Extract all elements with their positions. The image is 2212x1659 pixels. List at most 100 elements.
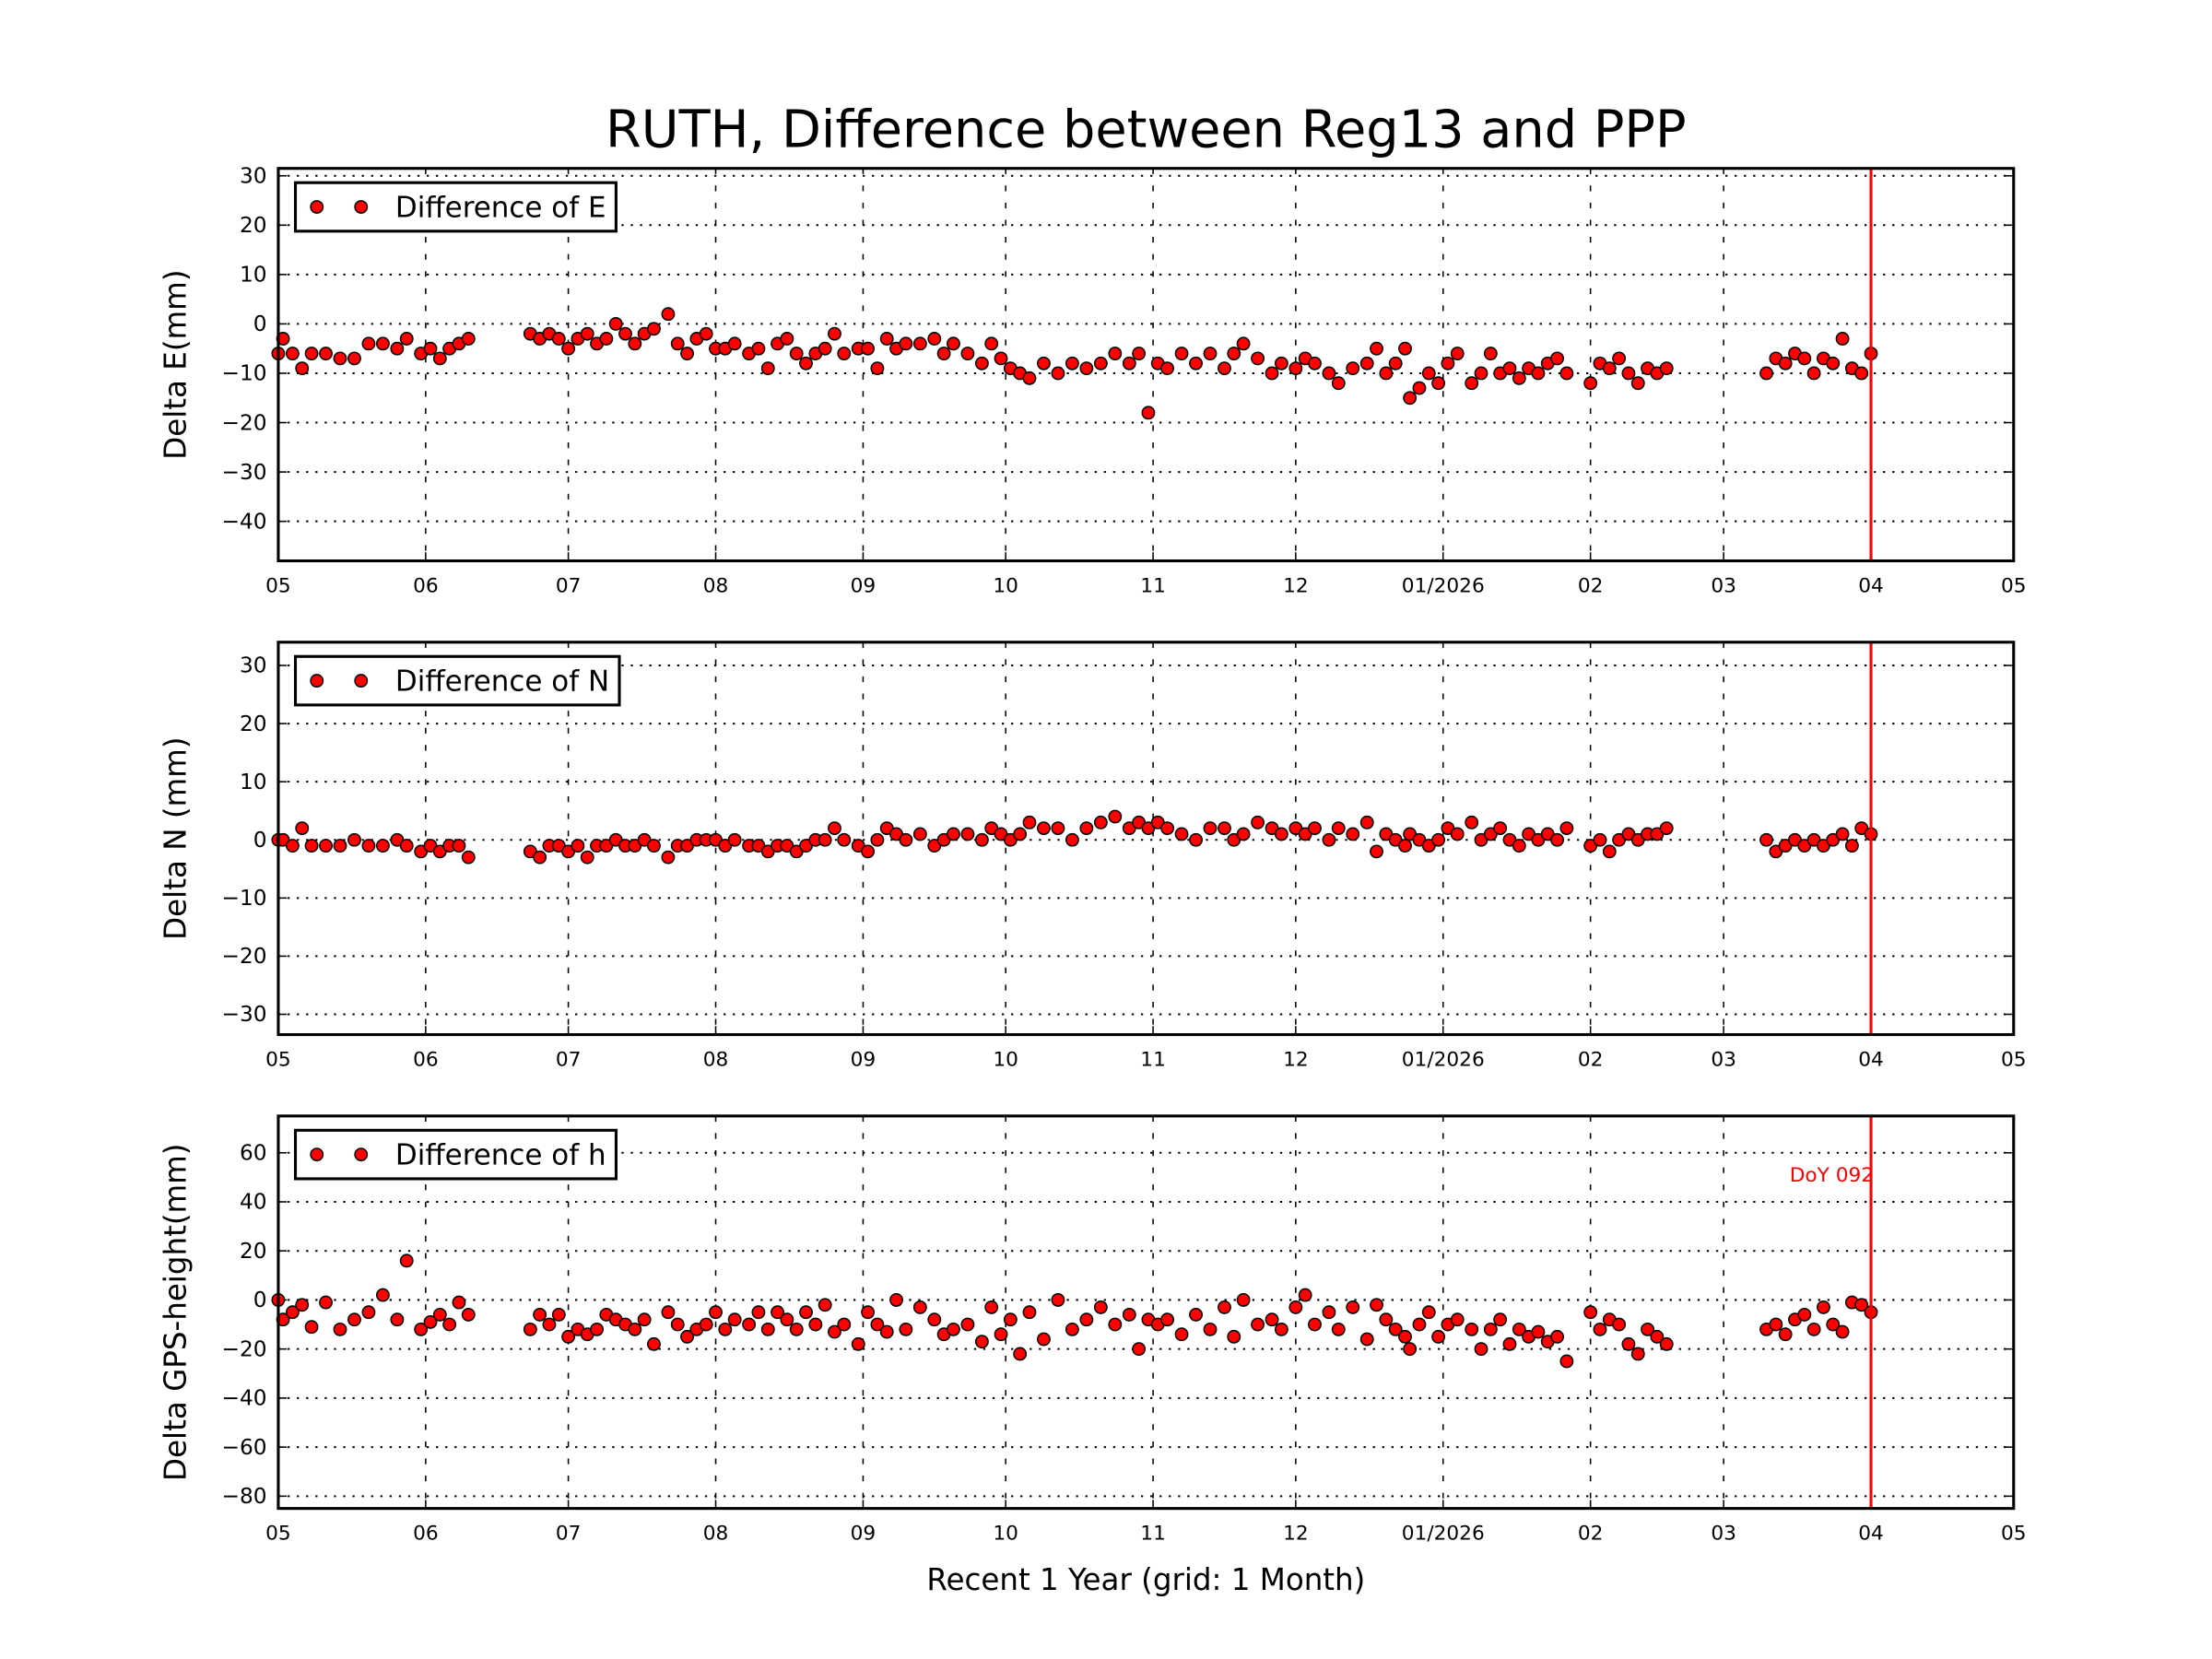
x-tick-label: 12 [1283,1049,1309,1072]
data-point [533,1307,547,1322]
data-point [561,341,576,356]
data-point [1218,821,1231,836]
data-point [1398,1329,1412,1344]
data-point [861,1305,876,1320]
data-point [1346,1300,1360,1314]
y-tick-label: 40 [240,1190,267,1215]
data-point [1450,827,1465,841]
data-point [1621,1336,1636,1351]
data-point [542,1317,557,1332]
data-point [399,839,414,853]
axes-frame [276,167,2016,563]
data-point [1065,832,1079,847]
data-point [319,839,333,853]
legend: Difference of E [293,181,618,233]
x-axis-label: Recent 1 Year (grid: 1 Month) [926,1562,1365,1597]
data-point [936,347,951,360]
axes-frame [276,641,2016,1037]
data-point [399,332,414,346]
data-point [1583,1305,1598,1320]
data-points [271,1253,1878,1369]
x-tick-label: 04 [1858,575,1884,598]
data-point [699,1317,713,1332]
y-tick-label: −30 [222,1002,267,1027]
data-point [1132,347,1147,360]
data-point [628,336,642,351]
data-point [1797,1307,1812,1322]
x-tick-label: 10 [993,1049,1018,1072]
data-point [1493,1312,1508,1327]
data-point [837,1317,852,1332]
marker-label: DoY 092 [1790,1164,1874,1187]
data-point [608,316,623,331]
legend-marker [354,1147,369,1162]
data-point [1265,366,1279,381]
legend-label: Difference of N [395,665,609,698]
data-point [1203,821,1218,836]
legend-marker [310,1147,324,1162]
legend-marker [310,200,324,214]
data-point [1559,366,1574,381]
data-point [637,1312,652,1327]
data-point [1421,1305,1436,1320]
x-tick-label: 07 [556,1049,582,1072]
legend: Difference of N [293,654,621,707]
x-tick-label: 07 [556,1523,582,1546]
y-tick-label: −20 [222,944,267,969]
data-point [818,832,832,847]
data-point [1141,406,1156,420]
data-point [361,336,376,351]
data-point [947,1322,960,1336]
data-point [837,347,852,360]
data-point [647,1336,661,1351]
data-point [974,356,989,371]
data-point [1421,366,1436,381]
data-point [861,341,876,356]
x-tick-label: 09 [851,1049,877,1072]
data-point [1203,347,1218,360]
panel-1: 30 20 10 0 −10 −20 −30 −40 05 06 07 08 09 10 11 12 01/20… [158,163,2026,597]
y-tick-label: −30 [222,460,267,485]
x-tick-label: 05 [2001,1049,2027,1072]
data-point [1483,1322,1498,1336]
data-point [1844,839,1859,853]
data-point [1826,356,1841,371]
data-point [1251,1317,1265,1332]
data-point [1108,809,1123,824]
data-point [571,839,585,853]
data-point [899,832,913,847]
data-point [1659,821,1674,836]
data-point [628,1322,642,1336]
data-point [1065,356,1079,371]
data-point [1108,347,1123,360]
data-point [789,1322,804,1336]
data-point [1630,376,1645,391]
data-point [1274,356,1288,371]
data-point [1370,1298,1383,1312]
y-tick-label: −40 [222,509,267,534]
panel-3: 60 40 20 0 −20 −40 −60 −80 05 06 07 08 09 10 11 12 01/20… [158,1114,2027,1546]
data-point [1593,832,1607,847]
legend-marker [354,200,369,214]
data-point [1602,844,1617,859]
data-point [523,1322,537,1336]
data-point [1797,351,1812,366]
data-point [414,1322,429,1336]
x-tick-label: 08 [703,575,729,598]
x-tick-label: 08 [703,1523,729,1546]
data-point [1251,351,1265,366]
data-point [727,336,742,351]
data-point [799,356,813,371]
y-tick-label: 0 [253,828,267,853]
data-point [680,347,694,360]
data-point [1465,1322,1479,1336]
data-point [870,832,885,847]
x-tick-label: 10 [993,575,1018,598]
legend-marker [310,674,324,688]
data-point [423,341,438,356]
data-point [1403,1342,1418,1357]
data-point [304,839,319,853]
y-tick-label: −60 [222,1435,267,1460]
data-point [1122,356,1136,371]
data-point [1359,1332,1374,1347]
